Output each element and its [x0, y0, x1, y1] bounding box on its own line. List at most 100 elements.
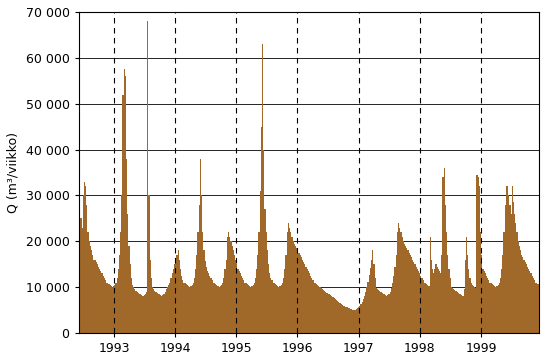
Bar — [213, 283, 214, 333]
Bar — [323, 290, 324, 333]
Bar — [490, 283, 492, 333]
Bar — [113, 286, 114, 333]
Bar — [458, 292, 459, 333]
Bar — [130, 278, 132, 333]
Bar — [392, 283, 393, 333]
Bar — [102, 273, 103, 333]
Bar — [100, 271, 102, 333]
Bar — [234, 255, 235, 333]
Bar — [128, 246, 129, 333]
Bar — [501, 269, 502, 333]
Bar — [96, 262, 97, 333]
Bar — [314, 283, 316, 333]
Bar — [135, 291, 136, 333]
Bar — [103, 276, 104, 333]
Bar — [321, 288, 322, 333]
Bar — [512, 186, 513, 333]
Bar — [465, 260, 466, 333]
Bar — [427, 285, 429, 333]
Bar — [221, 285, 222, 333]
Bar — [126, 159, 127, 333]
Bar — [478, 177, 479, 333]
Bar — [145, 294, 146, 333]
Bar — [541, 287, 542, 333]
Bar — [485, 273, 486, 333]
Bar — [543, 285, 544, 333]
Bar — [373, 264, 375, 333]
Bar — [329, 295, 330, 333]
Bar — [223, 278, 224, 333]
Bar — [79, 182, 80, 333]
Bar — [224, 269, 225, 333]
Bar — [419, 273, 420, 333]
Bar — [334, 298, 335, 333]
Bar — [121, 195, 122, 333]
Bar — [204, 261, 206, 333]
Bar — [471, 283, 472, 333]
Bar — [456, 292, 458, 333]
Bar — [349, 308, 350, 333]
Bar — [225, 260, 227, 333]
Bar — [240, 273, 241, 333]
Bar — [537, 285, 539, 333]
Bar — [119, 255, 120, 333]
Bar — [291, 237, 293, 333]
Bar — [78, 172, 79, 333]
Bar — [461, 295, 462, 333]
Bar — [86, 205, 87, 333]
Bar — [386, 296, 388, 333]
Bar — [263, 150, 264, 333]
Bar — [481, 255, 482, 333]
Bar — [459, 294, 460, 333]
Bar — [134, 290, 135, 333]
Bar — [357, 308, 358, 333]
Bar — [467, 255, 468, 333]
Bar — [330, 295, 331, 333]
Bar — [498, 283, 500, 333]
Bar — [371, 260, 372, 333]
Bar — [274, 283, 275, 333]
Bar — [403, 244, 405, 333]
Bar — [405, 246, 406, 333]
Bar — [251, 286, 253, 333]
Bar — [168, 285, 169, 333]
Bar — [519, 246, 520, 333]
Bar — [452, 288, 453, 333]
Bar — [266, 251, 268, 333]
Bar — [410, 255, 411, 333]
Bar — [455, 291, 456, 333]
Bar — [138, 292, 139, 333]
Bar — [88, 241, 90, 333]
Bar — [280, 286, 281, 333]
Bar — [296, 248, 297, 333]
Bar — [389, 294, 390, 333]
Bar — [200, 159, 201, 333]
Bar — [293, 241, 294, 333]
Bar — [523, 260, 525, 333]
Bar — [338, 302, 340, 333]
Bar — [468, 269, 470, 333]
Bar — [215, 285, 216, 333]
Bar — [507, 186, 508, 333]
Bar — [232, 246, 233, 333]
Bar — [363, 299, 364, 333]
Bar — [180, 269, 181, 333]
Bar — [228, 232, 229, 333]
Bar — [310, 276, 311, 333]
Bar — [246, 283, 247, 333]
Bar — [479, 186, 480, 333]
Bar — [491, 285, 493, 333]
Bar — [316, 285, 317, 333]
Bar — [502, 255, 503, 333]
Bar — [477, 175, 478, 333]
Bar — [341, 304, 342, 333]
Bar — [247, 285, 248, 333]
Bar — [536, 283, 537, 333]
Bar — [265, 232, 266, 333]
Bar — [114, 285, 116, 333]
Bar — [236, 264, 238, 333]
Bar — [264, 209, 265, 333]
Bar — [401, 237, 403, 333]
Bar — [375, 278, 376, 333]
Bar — [254, 283, 255, 333]
